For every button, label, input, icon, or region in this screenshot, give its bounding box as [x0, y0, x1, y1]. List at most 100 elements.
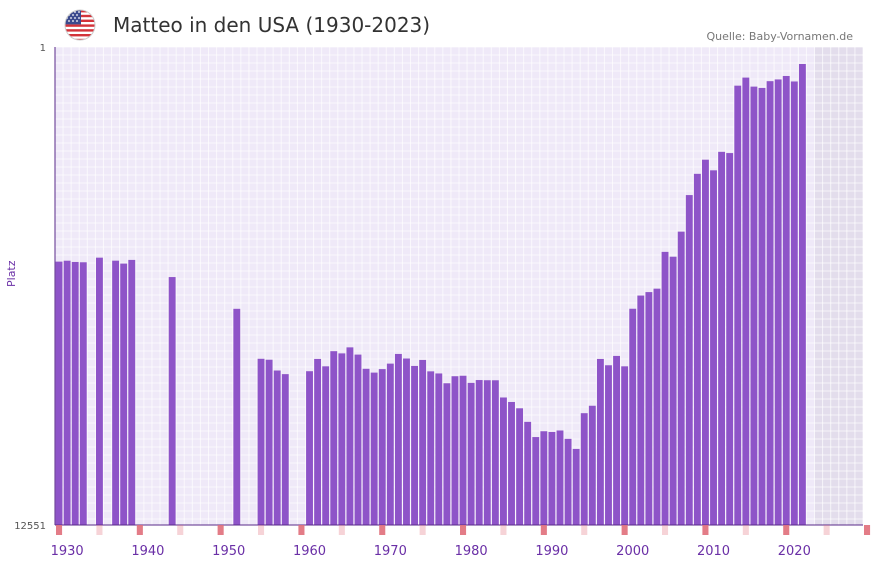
- bar-1954: [257, 358, 265, 525]
- bar-1992: [564, 438, 572, 525]
- bar-2007: [685, 195, 693, 525]
- decade-marker: [500, 525, 507, 535]
- y-tick-bottom: 12551: [14, 521, 46, 532]
- bar-2019: [782, 75, 790, 525]
- decade-marker: [783, 525, 790, 535]
- bar-1980: [467, 382, 475, 525]
- bar-1981: [475, 380, 483, 525]
- bar-1990: [548, 431, 556, 525]
- x-tick-1970: 1970: [374, 544, 407, 559]
- decade-marker: [177, 525, 184, 535]
- decade-marker: [742, 525, 749, 535]
- bar-1996: [596, 358, 604, 525]
- bar-2009: [702, 159, 709, 525]
- bar-1994: [580, 413, 588, 525]
- bar-1982: [483, 380, 491, 525]
- bar-2018: [774, 79, 782, 525]
- bar-2000: [629, 308, 637, 525]
- bar-1974: [419, 359, 427, 525]
- bar-1998: [613, 355, 620, 525]
- bar-2011: [718, 151, 726, 526]
- bar-1956: [273, 370, 281, 525]
- bar-2003: [653, 288, 661, 525]
- x-tick-1930: 1930: [51, 544, 84, 559]
- bar-1961: [314, 358, 322, 525]
- bar-2020: [790, 81, 798, 525]
- bar-1973: [411, 365, 418, 525]
- bar-2013: [734, 85, 742, 525]
- bar-1989: [540, 431, 548, 525]
- bar-1929: [55, 261, 63, 525]
- bar-2008: [693, 173, 701, 525]
- bar-2012: [726, 153, 734, 525]
- x-tick-2000: 2000: [616, 544, 649, 559]
- bar-2006: [677, 231, 685, 525]
- bar-1972: [403, 358, 410, 525]
- bar-1968: [370, 372, 378, 525]
- decade-marker: [864, 525, 871, 535]
- bar-1977: [443, 383, 451, 525]
- x-tick-1950: 1950: [212, 544, 245, 559]
- bar-1932: [79, 262, 87, 525]
- decade-marker: [379, 525, 386, 535]
- grid: [54, 46, 864, 525]
- bar-1943: [168, 277, 176, 525]
- x-tick-2020: 2020: [778, 544, 811, 559]
- bar-1975: [427, 371, 435, 525]
- bar-2016: [758, 87, 766, 526]
- bar-1971: [394, 353, 402, 525]
- tick-labels: 1 12551 1930 1940 1950 1960 1970 1980 1990 2000 20…: [14, 43, 811, 559]
- bar-1957: [281, 374, 289, 525]
- bar-1988: [532, 437, 540, 525]
- decade-marker: [621, 525, 628, 535]
- decade-markers: [56, 525, 871, 535]
- bar-1976: [435, 373, 443, 525]
- decade-marker: [258, 525, 265, 535]
- decade-marker: [823, 525, 830, 535]
- bar-1986: [516, 408, 524, 525]
- bar-2004: [661, 251, 669, 525]
- bar-2001: [637, 295, 645, 525]
- decade-marker: [581, 525, 588, 535]
- bar-1963: [330, 351, 338, 525]
- bar-2014: [742, 77, 750, 525]
- bar-1979: [459, 375, 467, 525]
- decade-marker: [419, 525, 426, 535]
- bar-1969: [378, 369, 386, 525]
- bar-1984: [500, 397, 507, 525]
- x-tick-1980: 1980: [455, 544, 488, 559]
- bar-1931: [71, 261, 79, 525]
- bar-1965: [346, 347, 354, 525]
- decade-marker: [217, 525, 224, 535]
- bar-2015: [750, 86, 758, 526]
- axes: [54, 47, 863, 526]
- bar-1962: [322, 366, 330, 525]
- bar-1978: [451, 376, 459, 525]
- bar-1970: [386, 363, 394, 525]
- bar-1967: [362, 368, 370, 525]
- x-tick-2010: 2010: [697, 544, 730, 559]
- bar-2005: [669, 256, 677, 525]
- bar-1930: [63, 260, 71, 525]
- bar-1937: [120, 263, 128, 525]
- bar-1985: [508, 401, 515, 525]
- decade-marker: [662, 525, 669, 535]
- bar-2017: [766, 81, 774, 526]
- bar-1936: [112, 260, 120, 525]
- bar-1966: [354, 354, 362, 525]
- bar-1991: [556, 430, 564, 525]
- decade-marker: [56, 525, 63, 535]
- decade-marker: [702, 525, 709, 535]
- bar-2010: [710, 170, 717, 525]
- decade-marker: [460, 525, 467, 535]
- bar-2021: [798, 63, 806, 525]
- bar-1964: [338, 353, 346, 525]
- bar-1999: [621, 366, 629, 525]
- x-tick-1990: 1990: [535, 544, 568, 559]
- x-tick-1960: 1960: [293, 544, 326, 559]
- decade-marker: [298, 525, 305, 535]
- bar-1993: [572, 448, 580, 525]
- bar-1955: [265, 359, 273, 525]
- bar-1951: [233, 308, 241, 525]
